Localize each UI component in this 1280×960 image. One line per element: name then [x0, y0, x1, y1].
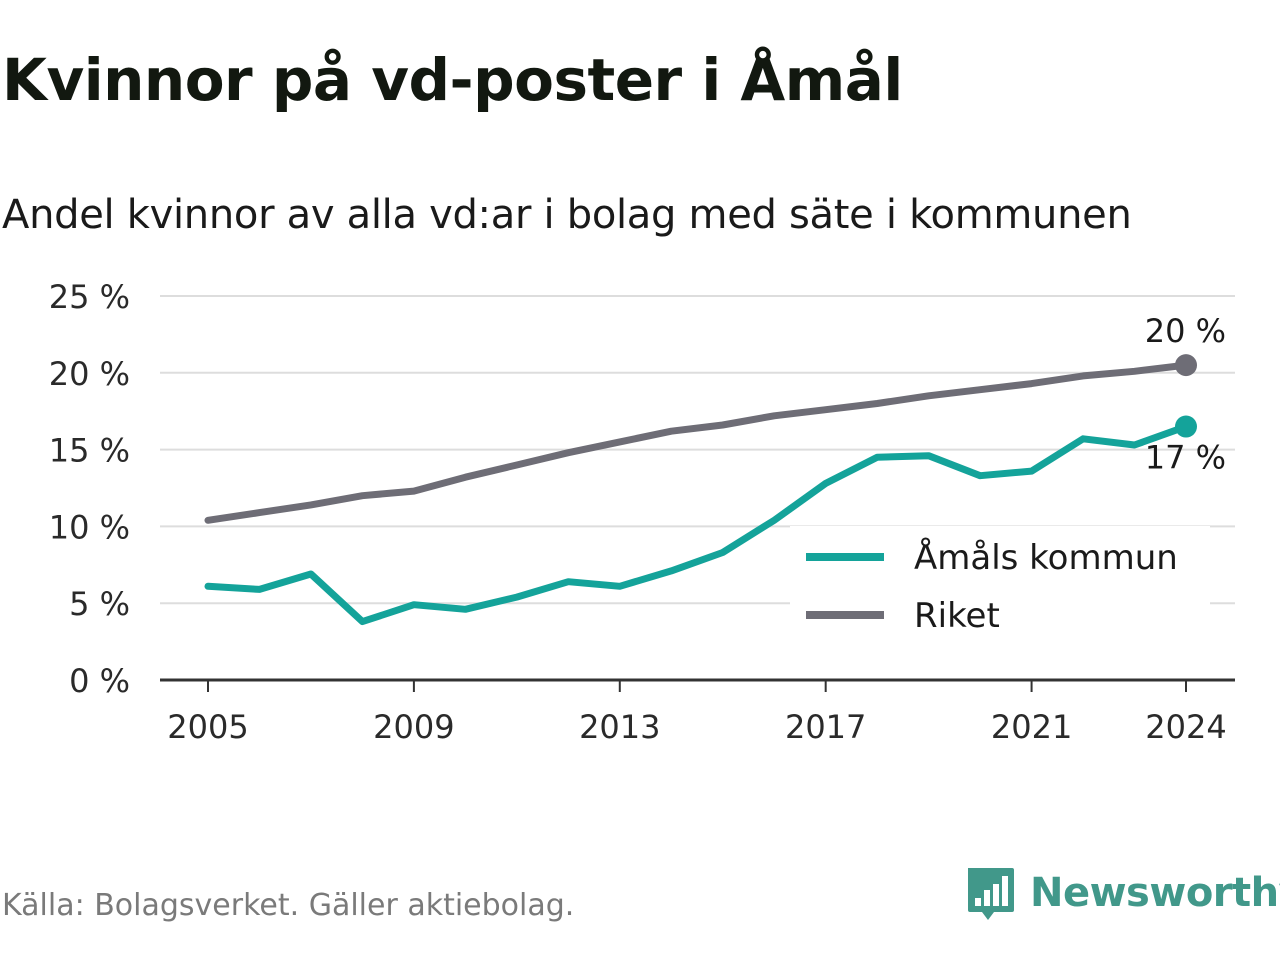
legend: Åmåls kommun Riket: [790, 526, 1210, 646]
chart-title: Kvinnor på vd-poster i Åmål: [2, 46, 903, 114]
legend-label: Åmåls kommun: [914, 537, 1178, 578]
brand-logo: Newsworthy: [964, 864, 1280, 922]
series-lines: 20 % 17 %: [204, 312, 1226, 626]
y-tick-label: 10 %: [49, 508, 130, 546]
y-tick-label: 0 %: [69, 662, 130, 700]
newsworthy-logo-icon: [968, 868, 1014, 920]
end-value-label: 17 %: [1145, 439, 1226, 477]
end-point-riket: [1175, 354, 1197, 377]
end-point-amal: [1175, 415, 1197, 438]
x-tick-label: 2009: [373, 708, 454, 746]
y-tick-label: 25 %: [49, 278, 130, 316]
end-value-label: 20 %: [1145, 312, 1226, 350]
x-tick-label: 2021: [991, 708, 1072, 746]
legend-label: Riket: [914, 596, 1000, 636]
series-line-amal: [204, 423, 1190, 626]
y-tick-label: 20 %: [49, 355, 130, 393]
x-axis: 2005 2009 2013 2017 2021 2024: [160, 678, 1235, 746]
legend-background: [790, 526, 1210, 646]
source-note: Källa: Bolagsverket. Gäller aktiebolag.: [2, 888, 575, 923]
series-line-riket: [204, 361, 1190, 524]
y-axis-ticks: 0 % 5 % 10 % 15 % 20 % 25 %: [49, 278, 130, 700]
x-tick-label: 2013: [579, 708, 660, 746]
x-tick-label: 2005: [167, 708, 248, 746]
y-tick-label: 5 %: [69, 585, 130, 623]
x-tick-label: 2024: [1145, 708, 1226, 746]
chart-subtitle: Andel kvinnor av alla vd:ar i bolag med …: [2, 192, 1132, 238]
brand-name: Newsworthy: [1030, 870, 1280, 916]
x-tick-label: 2017: [785, 708, 866, 746]
y-tick-label: 15 %: [49, 432, 130, 470]
